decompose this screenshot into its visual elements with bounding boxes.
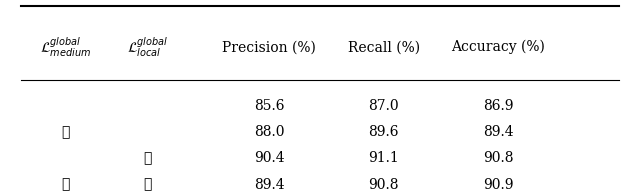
Text: 89.4: 89.4 xyxy=(253,178,284,191)
Text: ✓: ✓ xyxy=(144,178,152,191)
Text: Precision (%): Precision (%) xyxy=(222,40,316,54)
Text: 89.4: 89.4 xyxy=(483,125,514,139)
Text: ✓: ✓ xyxy=(61,178,69,191)
Text: $\mathcal{L}_{medium}^{global}$: $\mathcal{L}_{medium}^{global}$ xyxy=(40,35,91,59)
Text: 91.1: 91.1 xyxy=(369,151,399,165)
Text: 85.6: 85.6 xyxy=(254,99,284,113)
Text: ✓: ✓ xyxy=(144,151,152,165)
Text: 89.6: 89.6 xyxy=(369,125,399,139)
Text: Recall (%): Recall (%) xyxy=(348,40,420,54)
Text: 90.4: 90.4 xyxy=(253,151,284,165)
Text: ✓: ✓ xyxy=(61,125,69,139)
Text: 90.8: 90.8 xyxy=(369,178,399,191)
Text: Accuracy (%): Accuracy (%) xyxy=(451,40,545,54)
Text: 87.0: 87.0 xyxy=(369,99,399,113)
Text: $\mathcal{L}_{local}^{global}$: $\mathcal{L}_{local}^{global}$ xyxy=(127,35,168,59)
Text: 90.8: 90.8 xyxy=(483,151,514,165)
Text: 88.0: 88.0 xyxy=(254,125,284,139)
Text: 86.9: 86.9 xyxy=(483,99,514,113)
Text: 90.9: 90.9 xyxy=(483,178,514,191)
